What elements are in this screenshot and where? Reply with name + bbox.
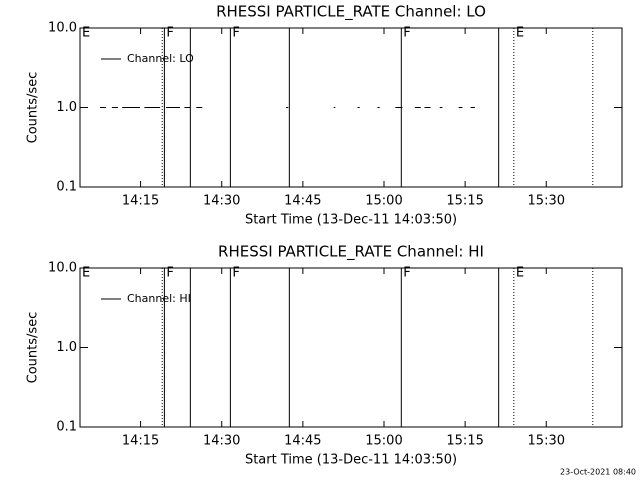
x-tick-label: 15:30 xyxy=(528,194,565,209)
event-label: F xyxy=(403,26,410,41)
x-tick-label: 14:45 xyxy=(284,434,321,449)
event-label: F xyxy=(403,266,410,281)
x-tick-label: 15:00 xyxy=(365,194,402,209)
y-axis-label: Counts/sec xyxy=(26,72,41,144)
y-tick-label: 0.1 xyxy=(56,180,77,195)
event-label: F xyxy=(166,26,173,41)
event-label: E xyxy=(516,26,524,41)
x-tick-label: 14:30 xyxy=(203,434,240,449)
chart-title: RHESSI PARTICLE_RATE Channel: LO xyxy=(216,3,486,22)
x-tick-label: 14:30 xyxy=(203,194,240,209)
x-tick-label: 14:45 xyxy=(284,194,321,209)
event-label: F xyxy=(232,26,239,41)
event-label: F xyxy=(166,266,173,281)
x-tick-label: 14:15 xyxy=(122,194,159,209)
y-axis-label: Counts/sec xyxy=(26,312,41,384)
chart-title: RHESSI PARTICLE_RATE Channel: HI xyxy=(218,243,484,262)
x-tick-label: 15:30 xyxy=(528,434,565,449)
y-tick-label: 1.0 xyxy=(56,340,77,355)
x-tick-label: 14:15 xyxy=(122,434,159,449)
x-tick-label: 15:15 xyxy=(446,194,483,209)
event-label: E xyxy=(82,266,90,281)
timestamp: 23-Oct-2021 08:40 xyxy=(560,468,636,477)
y-tick-label: 10.0 xyxy=(48,21,77,36)
legend-label: Channel: LO xyxy=(127,52,194,65)
event-label: E xyxy=(516,266,524,281)
x-axis-label: Start Time (13-Dec-11 14:03:50) xyxy=(245,453,457,468)
event-label: E xyxy=(82,26,90,41)
x-axis-label: Start Time (13-Dec-11 14:03:50) xyxy=(245,213,457,228)
y-tick-label: 10.0 xyxy=(48,261,77,276)
legend-label: Channel: HI xyxy=(127,292,191,305)
x-tick-label: 15:00 xyxy=(365,434,402,449)
x-tick-label: 15:15 xyxy=(446,434,483,449)
y-tick-label: 1.0 xyxy=(56,100,77,115)
y-tick-label: 0.1 xyxy=(56,420,77,435)
event-label: F xyxy=(232,266,239,281)
